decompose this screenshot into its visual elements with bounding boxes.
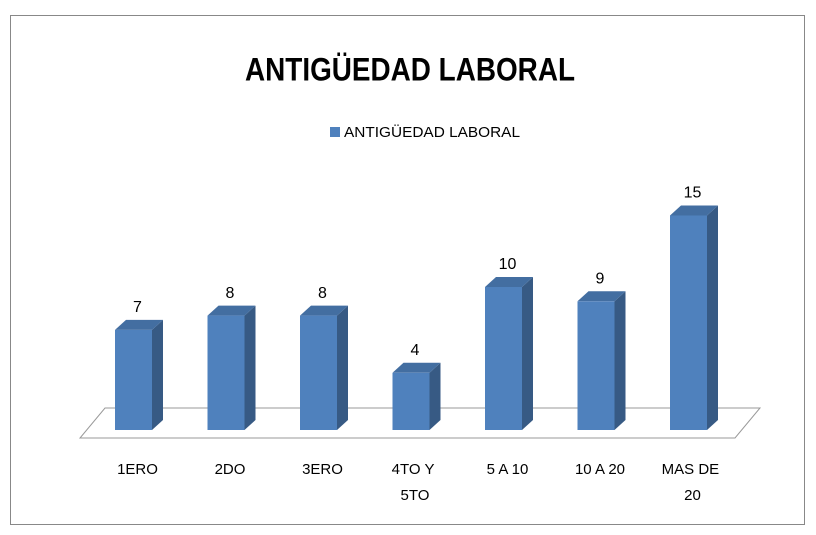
data-label: 9 [596,271,605,288]
x-tick-label: 5 A 10 [487,461,529,478]
bar [392,362,441,430]
bar-side [152,319,163,430]
bar [670,205,718,430]
bar-front [300,315,337,430]
bar-front [115,329,152,430]
legend-label: ANTIGÜEDAD LABORAL [344,123,520,141]
bar-side [244,305,256,430]
data-label: 8 [318,285,327,302]
bar-top [207,305,256,316]
bar-side [707,205,718,430]
x-tick-label-line: 20 [684,487,701,504]
data-label: 4 [411,342,420,359]
bar-top [485,277,533,287]
data-label: 8 [226,285,235,302]
x-tick-label: 4TO Y 5TO [392,461,439,504]
data-label: 15 [684,185,702,202]
legend-swatch [330,127,340,137]
x-tick-label-line: 5TO [401,487,430,504]
x-tick-label: 10 A 20 [575,461,625,478]
bar-front [670,215,707,430]
bar-top [670,205,718,216]
data-label: 7 [133,299,142,316]
bar [115,319,163,430]
legend: ANTIGÜEDAD LABORAL [330,123,520,141]
bar-side [429,362,441,430]
bar-top [577,291,626,302]
bar-top [115,319,163,330]
bar-front [392,372,430,430]
x-tick-label: MAS DE 20 [662,461,724,504]
chart-title: ANTIGÜEDAD LABORAL [245,51,575,87]
bar [485,277,533,430]
x-tick-label: 2DO [215,461,246,478]
bar [577,291,626,430]
bar [207,305,256,430]
bar-front [485,287,522,430]
bar-front [577,301,615,430]
x-tick-label: 1ERO [117,461,158,478]
data-label: 10 [499,256,517,273]
bar-top [392,362,441,373]
bar-side [614,291,626,430]
x-tick-label-line: MAS DE [662,461,724,478]
x-tick-label-line: 4TO Y [392,461,439,478]
bar-side [522,277,533,430]
bar-front [207,315,245,430]
x-tick-label: 3ERO [302,461,343,478]
bar-side [337,305,348,430]
bar [300,305,348,430]
bar-top [300,305,348,316]
